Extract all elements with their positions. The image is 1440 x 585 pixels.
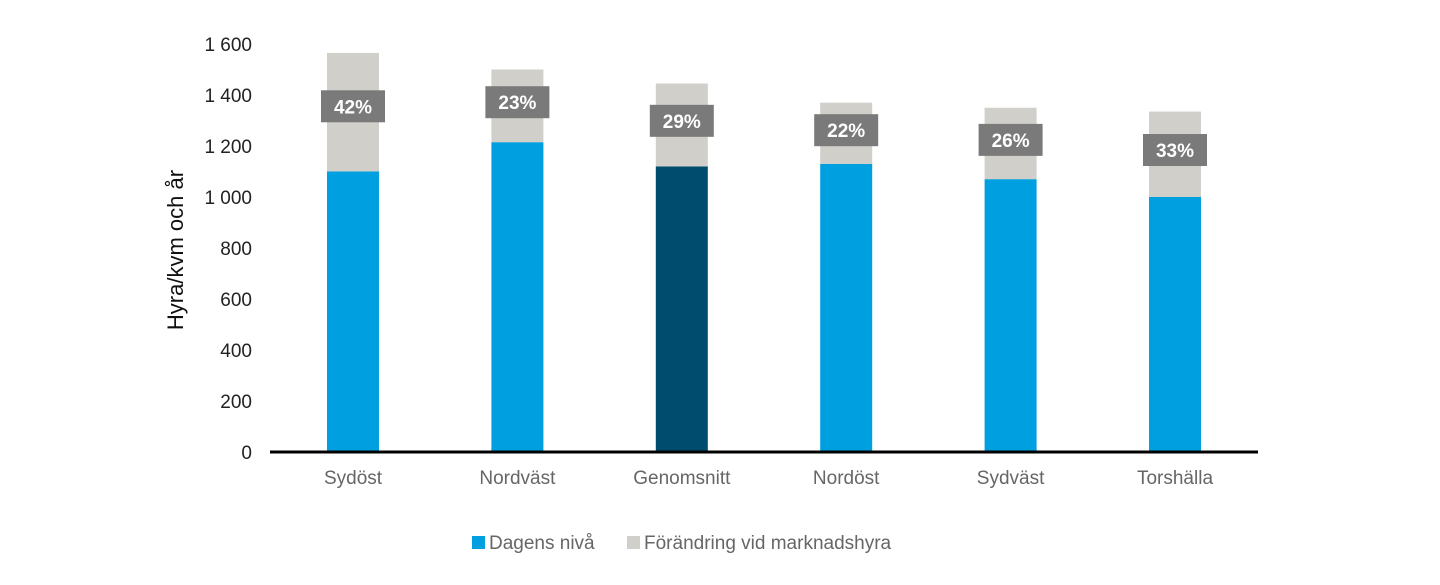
data-label: 33% (1156, 141, 1194, 162)
data-label-box (978, 123, 1043, 156)
data-label-box (1143, 134, 1207, 167)
x-category-label: Sydöst (324, 468, 383, 489)
legend-label-forandring: Förändring vid marknadshyra (644, 533, 892, 554)
legend-swatch-forandring (627, 536, 640, 549)
y-tick-label: 200 (220, 392, 252, 413)
data-label-box (485, 86, 550, 119)
data-label: 42% (334, 97, 372, 118)
bar-dagens-niva (491, 142, 544, 453)
legend-swatch-dagens-niva (472, 536, 485, 549)
x-category-label: Sydväst (977, 468, 1045, 489)
y-tick-label: 1 600 (204, 35, 252, 56)
y-tick-label: 1 000 (204, 188, 252, 209)
x-category-label: Genomsnitt (633, 468, 731, 489)
y-tick-label: 400 (220, 341, 252, 362)
y-tick-label: 1 400 (204, 86, 252, 107)
x-category-label: Nordöst (813, 468, 880, 489)
bar-dagens-niva (327, 171, 379, 452)
y-axis-label: Hyra/kvm och år (163, 170, 188, 330)
data-label-box (649, 104, 714, 137)
bar-dagens-niva (984, 179, 1037, 452)
bar-dagens-niva (1149, 197, 1201, 452)
data-label: 23% (498, 93, 536, 114)
bars (327, 52, 1201, 453)
data-label-box (814, 114, 879, 147)
x-category-label: Torshälla (1137, 468, 1213, 489)
y-axis-ticks: 0 200 400 600 800 1 000 1 200 1 400 1 600 (204, 35, 252, 464)
x-category-label: Nordväst (479, 468, 556, 489)
data-label-box (321, 90, 385, 123)
bar-dagens-niva (820, 163, 873, 452)
data-label: 22% (827, 121, 865, 142)
y-tick-label: 1 200 (204, 137, 252, 158)
data-label: 26% (992, 131, 1030, 152)
bar-dagens-niva (655, 166, 708, 452)
y-tick-label: 800 (220, 239, 252, 260)
legend-label-dagens-niva: Dagens nivå (489, 533, 595, 554)
x-axis-categories: Sydöst Nordväst Genomsnitt Nordöst Sydväst To… (324, 468, 1213, 489)
data-labels: 42% 23% 29% 22% 26% 33% (321, 86, 1207, 167)
y-tick-label: 600 (220, 290, 252, 311)
y-tick-label: 0 (241, 443, 252, 464)
legend: Dagens nivå Förändring vid marknadshyra (472, 533, 892, 554)
data-label: 29% (663, 112, 701, 133)
